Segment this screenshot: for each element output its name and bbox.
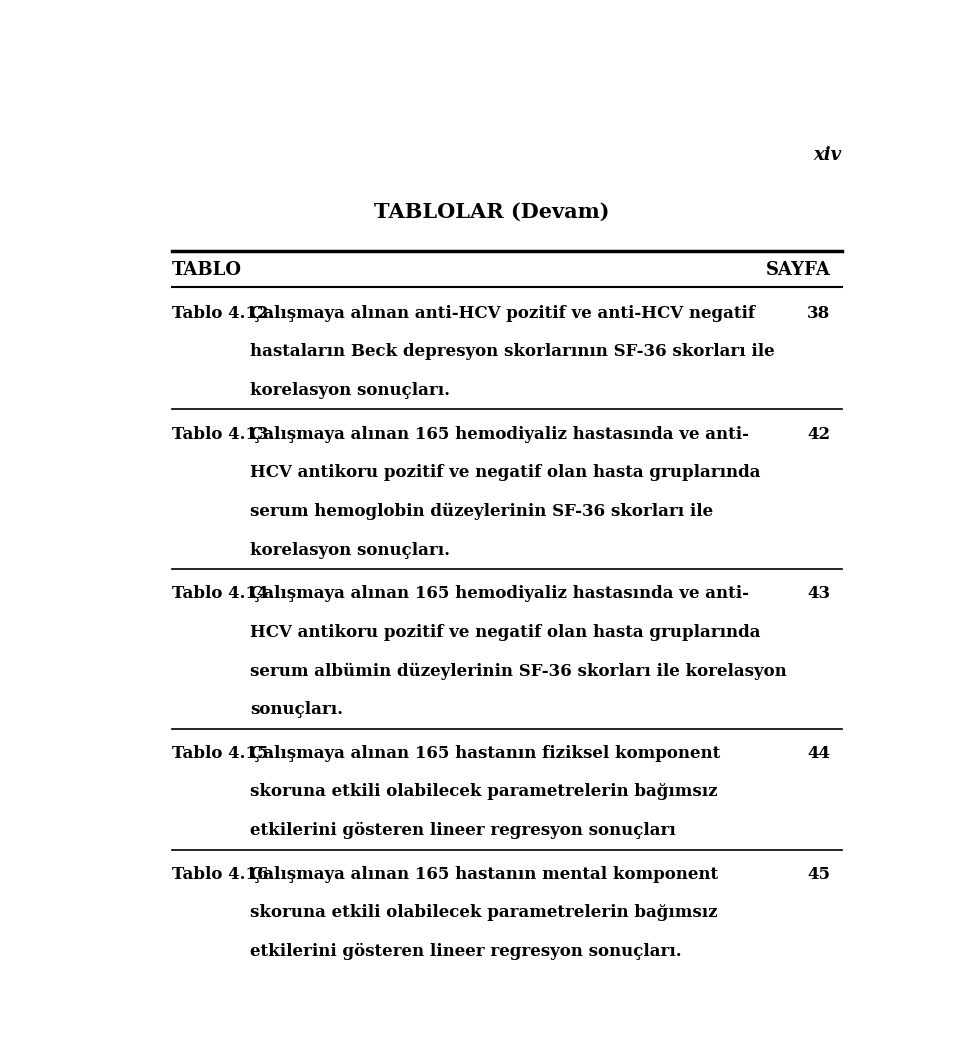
Text: serum hemoglobin düzeylerinin SF-36 skorları ile: serum hemoglobin düzeylerinin SF-36 skor…: [251, 503, 713, 520]
Text: SAYFA: SAYFA: [766, 261, 830, 280]
Text: Çalışmaya alınan anti-HCV pozitif ve anti-HCV negatif: Çalışmaya alınan anti-HCV pozitif ve ant…: [251, 305, 756, 321]
Text: Çalışmaya alınan 165 hemodiyaliz hastasında ve anti-: Çalışmaya alınan 165 hemodiyaliz hastası…: [251, 585, 749, 602]
Text: Tablo 4.15.: Tablo 4.15.: [172, 744, 275, 762]
Text: Çalışmaya alınan 165 hemodiyaliz hastasında ve anti-: Çalışmaya alınan 165 hemodiyaliz hastası…: [251, 425, 749, 443]
Text: 43: 43: [807, 585, 830, 602]
Text: TABLOLAR (Devam): TABLOLAR (Devam): [374, 202, 610, 222]
Text: Çalışmaya alınan 165 hastanın mental komponent: Çalışmaya alınan 165 hastanın mental kom…: [251, 866, 718, 883]
Text: etkilerini gösteren lineer regresyon sonuçları: etkilerini gösteren lineer regresyon son…: [251, 822, 676, 840]
Text: korelasyon sonuçları.: korelasyon sonuçları.: [251, 541, 450, 559]
Text: HCV antikoru pozitif ve negatif olan hasta gruplarında: HCV antikoru pozitif ve negatif olan has…: [251, 464, 760, 482]
Text: 42: 42: [807, 425, 830, 443]
Text: hastaların Beck depresyon skorlarının SF-36 skorları ile: hastaların Beck depresyon skorlarının SF…: [251, 343, 775, 360]
Text: korelasyon sonuçları.: korelasyon sonuçları.: [251, 382, 450, 399]
Text: Tablo 4.13.: Tablo 4.13.: [172, 425, 275, 443]
Text: Tablo 4.14.: Tablo 4.14.: [172, 585, 275, 602]
Text: Çalışmaya alınan 165 hastanın fiziksel komponent: Çalışmaya alınan 165 hastanın fiziksel k…: [251, 744, 720, 762]
Text: HCV antikoru pozitif ve negatif olan hasta gruplarında: HCV antikoru pozitif ve negatif olan has…: [251, 624, 760, 641]
Text: TABLO: TABLO: [172, 261, 242, 280]
Text: 44: 44: [807, 744, 830, 762]
Text: skoruna etkili olabilecek parametrelerin bağımsız: skoruna etkili olabilecek parametrelerin…: [251, 905, 718, 921]
Text: serum albümin düzeylerinin SF-36 skorları ile korelasyon: serum albümin düzeylerinin SF-36 skorlar…: [251, 663, 787, 680]
Text: etkilerini gösteren lineer regresyon sonuçları.: etkilerini gösteren lineer regresyon son…: [251, 943, 682, 960]
Text: Tablo 4.12.: Tablo 4.12.: [172, 305, 275, 321]
Text: skoruna etkili olabilecek parametrelerin bağımsız: skoruna etkili olabilecek parametrelerin…: [251, 783, 718, 801]
Text: Tablo 4.16.: Tablo 4.16.: [172, 866, 275, 883]
Text: sonuçları.: sonuçları.: [251, 701, 344, 718]
Text: xiv: xiv: [813, 146, 842, 163]
Text: 45: 45: [807, 866, 830, 883]
Text: 38: 38: [807, 305, 830, 321]
